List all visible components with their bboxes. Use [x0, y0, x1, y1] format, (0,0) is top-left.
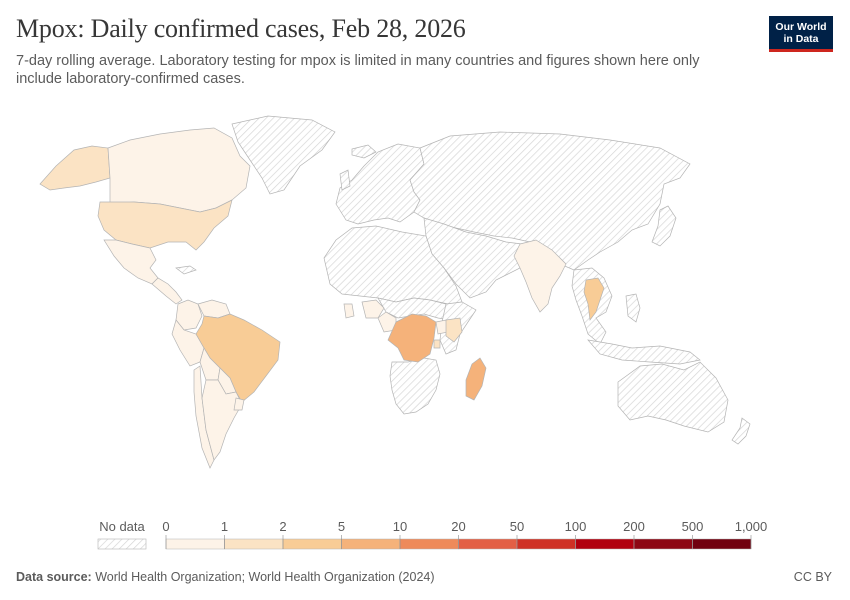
source-label: Data source: — [16, 570, 92, 584]
country-drc[interactable] — [387, 313, 437, 363]
philippines-region[interactable] — [625, 293, 641, 323]
legend-tick-label: 200 — [623, 519, 645, 534]
legend-bin-0[interactable] — [165, 538, 225, 550]
logo-line-1: Our World — [775, 20, 827, 33]
legend-bin-3[interactable] — [341, 538, 401, 550]
new-zealand-region[interactable] — [731, 417, 751, 445]
legend-tick-label: 10 — [393, 519, 407, 534]
country-burundi[interactable] — [433, 339, 441, 349]
country-madagascar[interactable] — [465, 357, 487, 401]
country-canada[interactable] — [107, 127, 251, 213]
country-india[interactable] — [513, 239, 567, 313]
australia-region[interactable] — [617, 361, 729, 433]
legend-bin-7[interactable] — [575, 538, 635, 550]
legend-bin-6[interactable] — [516, 538, 576, 550]
legend-tick-label: 2 — [279, 519, 286, 534]
country-argentina[interactable] — [201, 379, 243, 461]
legend-tick-label: 100 — [565, 519, 587, 534]
legend-nodata-label: No data — [99, 519, 145, 534]
world-map-svg — [39, 115, 751, 469]
license[interactable]: CC BY — [793, 570, 832, 584]
legend-tick-label: 1 — [221, 519, 228, 534]
greenland-region[interactable] — [231, 115, 336, 195]
legend-tick-label: 20 — [451, 519, 465, 534]
country-brazil[interactable] — [195, 313, 281, 403]
country-mexico[interactable] — [103, 239, 159, 285]
legend-tick-label: 1,000 — [735, 519, 768, 534]
southern-africa-region[interactable] — [389, 357, 441, 415]
legend-tick-label: 0 — [162, 519, 169, 534]
legend-tick-label: 5 — [338, 519, 345, 534]
legend-bin-4[interactable] — [399, 538, 459, 550]
legend-bin-5[interactable] — [458, 538, 518, 550]
country-central-america[interactable] — [151, 277, 183, 305]
legend-tick-label: 50 — [510, 519, 524, 534]
country-uruguay[interactable] — [233, 397, 245, 411]
chart-subtitle: 7-day rolling average. Laboratory testin… — [16, 53, 700, 87]
country-nigeria[interactable] — [361, 299, 385, 319]
japan-region[interactable] — [651, 205, 677, 247]
country-thailand[interactable] — [583, 277, 605, 321]
owid-logo[interactable]: Our World in Data — [769, 16, 833, 52]
world-map — [0, 108, 850, 508]
chart-title: Mpox: Daily confirmed cases, Feb 28, 202… — [16, 14, 466, 43]
legend-bin-1[interactable] — [224, 538, 284, 550]
iceland-region[interactable] — [351, 144, 377, 159]
footer-source: Data source: World Health Organization; … — [16, 570, 435, 584]
source-text[interactable]: World Health Organization; World Health … — [95, 570, 435, 584]
island-caribbean[interactable] — [175, 265, 197, 275]
legend: No data 0 1 2 5 10 20 50 100 200 500 1,000 — [0, 512, 850, 557]
legend-tick-label: 500 — [682, 519, 704, 534]
legend-bin-9[interactable] — [692, 538, 752, 550]
country-kenya[interactable] — [445, 317, 463, 343]
legend-nodata-swatch[interactable] — [97, 538, 147, 550]
indonesia-region[interactable] — [587, 339, 701, 365]
legend-bin-8[interactable] — [633, 538, 693, 550]
country-ghana[interactable] — [343, 303, 355, 319]
country-alaska[interactable] — [39, 145, 111, 191]
island-uk[interactable] — [339, 169, 351, 191]
legend-bin-2[interactable] — [282, 538, 342, 550]
logo-line-2: in Data — [783, 32, 819, 45]
legend-svg: No data 0 1 2 5 10 20 50 100 200 500 1,000 — [97, 519, 768, 550]
